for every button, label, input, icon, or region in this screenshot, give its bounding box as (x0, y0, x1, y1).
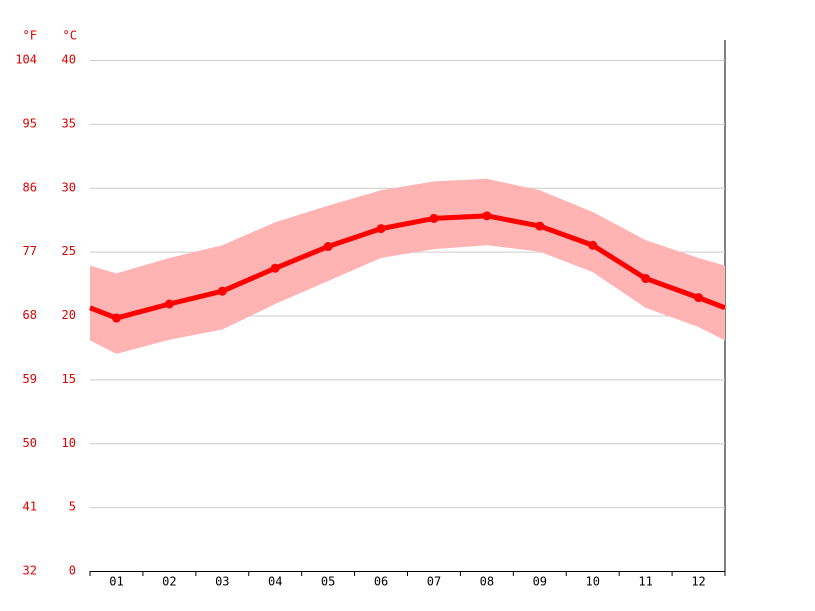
temperature-range-band (116, 178, 699, 354)
x-tick-label: 07 (427, 575, 441, 589)
y2-tick-label: 59 (23, 372, 37, 386)
x-tick-label: 05 (321, 575, 335, 589)
y-tick-label: 20 (62, 308, 76, 322)
line-edge (697, 295, 726, 311)
line-edge (89, 305, 118, 321)
data-point (694, 293, 704, 303)
y-tick-label: 35 (62, 116, 76, 130)
data-point (217, 286, 227, 296)
y-tick-label: 5 (69, 500, 76, 514)
y2-tick-label: 86 (23, 180, 37, 194)
x-tick-label: 09 (533, 575, 547, 589)
y-tick-label: 40 (62, 53, 76, 67)
data-point (376, 224, 386, 234)
x-tick-label: 12 (691, 575, 705, 589)
x-tick-label: 08 (480, 575, 494, 589)
y-tick-label: 15 (62, 372, 76, 386)
x-tick-label: 10 (585, 575, 599, 589)
y-tick-label: 10 (62, 436, 76, 450)
data-point (164, 299, 174, 309)
data-point (429, 213, 439, 223)
y-axis-label: °C (63, 29, 77, 43)
band-edge (698, 258, 725, 341)
data-point (323, 242, 333, 252)
y2-tick-label: 77 (23, 244, 37, 258)
y2-tick-label: 50 (23, 436, 37, 450)
data-point (588, 240, 598, 250)
x-tick-label: 11 (638, 575, 652, 589)
data-point (535, 221, 545, 231)
y-tick-label: 0 (69, 564, 76, 578)
y2-tick-label: 68 (23, 308, 37, 322)
data-point (111, 313, 121, 323)
data-point (270, 263, 280, 273)
x-tick-label: 06 (374, 575, 388, 589)
y2-tick-label: 104 (15, 53, 37, 67)
y2-axis-label: °F (23, 29, 37, 43)
y2-tick-label: 41 (23, 500, 37, 514)
band-edge (90, 265, 117, 354)
x-tick-label: 03 (215, 575, 229, 589)
x-tick-label: 02 (162, 575, 176, 589)
data-point (482, 211, 492, 221)
temperature-line (115, 213, 700, 321)
x-tick-label: 01 (109, 575, 123, 589)
y-tick-label: 25 (62, 244, 76, 258)
x-tick-label: 04 (268, 575, 282, 589)
data-point (641, 273, 651, 283)
y2-tick-label: 32 (23, 564, 37, 578)
y2-tick-label: 95 (23, 116, 37, 130)
y-tick-label: 30 (62, 180, 76, 194)
